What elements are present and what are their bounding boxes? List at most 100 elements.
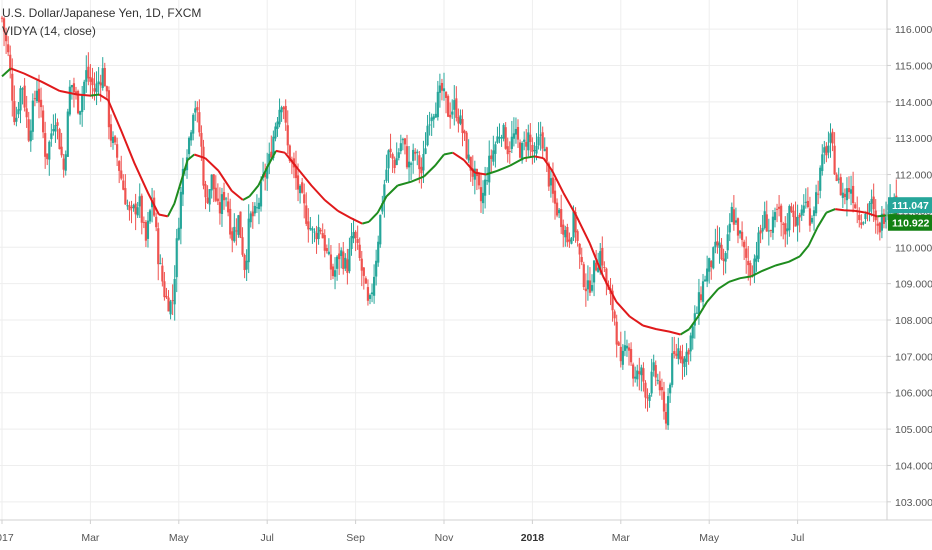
candle-body (35, 90, 39, 101)
candle-body (177, 227, 180, 240)
candle-body (730, 206, 733, 223)
candle-body (175, 238, 178, 278)
candle-body (835, 174, 838, 181)
candle-body (25, 108, 28, 118)
candle-body (13, 101, 16, 123)
candle-body (570, 237, 573, 244)
candle-body (817, 193, 820, 195)
candle-body (870, 198, 873, 204)
candle-body (227, 201, 230, 213)
candle-body (650, 371, 653, 394)
candle-body (780, 205, 783, 223)
candle-body (662, 391, 666, 412)
symbol-title[interactable]: U.S. Dollar/Japanese Yen, 1D, FXCM (2, 6, 202, 20)
candle-body (364, 278, 367, 284)
candle-body (438, 85, 441, 93)
candle-body (276, 121, 279, 129)
candle-body (669, 384, 672, 394)
candle-body (821, 154, 824, 171)
candle-body (494, 144, 497, 154)
candle-body (33, 98, 36, 100)
candle-body (381, 203, 384, 212)
candle-body (148, 210, 152, 222)
candle-body (389, 148, 392, 153)
candle-body (155, 216, 158, 228)
candle-body (673, 351, 676, 354)
candle-body (0, 17, 4, 19)
candle-body (806, 200, 809, 208)
candle-body (533, 150, 536, 152)
candle-body (839, 177, 842, 196)
candle-body (498, 137, 501, 139)
candle-body (681, 356, 684, 364)
candle-body (373, 276, 376, 296)
candle-body (566, 226, 569, 243)
candle-body (46, 153, 49, 160)
candle-body (627, 347, 631, 351)
time-tick-label: Mar (612, 532, 631, 544)
candle-body (9, 54, 12, 71)
candle-body (181, 168, 185, 195)
candle-body (880, 213, 883, 231)
candle-body (274, 126, 277, 139)
candle-body (455, 98, 458, 118)
candle-body (736, 218, 740, 236)
candle-body (218, 202, 222, 214)
candle-body (790, 206, 793, 212)
candle-body (157, 228, 160, 265)
candle-body (89, 76, 92, 82)
candle-body (845, 188, 849, 201)
candle-body (243, 255, 246, 271)
candle-body (138, 196, 141, 207)
indicator-title[interactable]: VIDYA (14, close) (2, 24, 96, 38)
candle-body (196, 107, 199, 111)
candle-body (767, 230, 770, 232)
price-tick-label: 109.000 (895, 279, 932, 291)
candle-body (352, 232, 355, 239)
candle-body (718, 242, 721, 248)
candle-body (321, 233, 324, 239)
candle-body (765, 214, 768, 232)
candle-body (161, 265, 164, 282)
time-tick-label: May (169, 532, 190, 544)
candle-body (31, 100, 34, 132)
candle-body (747, 260, 750, 266)
candle-body (214, 187, 217, 201)
candle-body (640, 367, 643, 376)
candle-body (621, 350, 624, 365)
candle-body (307, 221, 310, 230)
candle-body (42, 110, 45, 133)
candle-body (346, 259, 349, 273)
candle-body (518, 142, 522, 158)
candle-body (675, 353, 678, 356)
vidya-line-up (1, 67, 898, 336)
candle-body (508, 150, 511, 152)
candle-body (257, 202, 261, 210)
candle-body (808, 208, 812, 226)
candle-body (387, 150, 390, 169)
candle-body (282, 107, 285, 110)
candle-body (146, 220, 150, 239)
candle-body (338, 253, 341, 260)
candle-body (782, 223, 785, 225)
candle-body (882, 213, 886, 224)
candle-body (467, 154, 470, 161)
candle-body (553, 190, 557, 204)
candle-body (173, 278, 176, 305)
candle-body (144, 222, 148, 241)
candle-body (150, 200, 154, 208)
candle-body (356, 239, 359, 243)
candle-body (823, 147, 826, 153)
candle-body (202, 146, 205, 186)
candle-body (492, 150, 495, 162)
price-axis[interactable]: 103.000 104.000 105.000 106.000 107.000 108.0… (887, 24, 932, 509)
candle-body (580, 257, 583, 263)
candle-body (313, 231, 316, 233)
candle-body (652, 362, 655, 371)
candle-body (601, 247, 604, 266)
candle-body (414, 151, 417, 154)
time-axis[interactable]: 2017 Mar May Jul Sep Nov 2018 Mar May Jul (0, 520, 804, 544)
candle-body (15, 117, 18, 122)
candle-body (222, 192, 226, 201)
